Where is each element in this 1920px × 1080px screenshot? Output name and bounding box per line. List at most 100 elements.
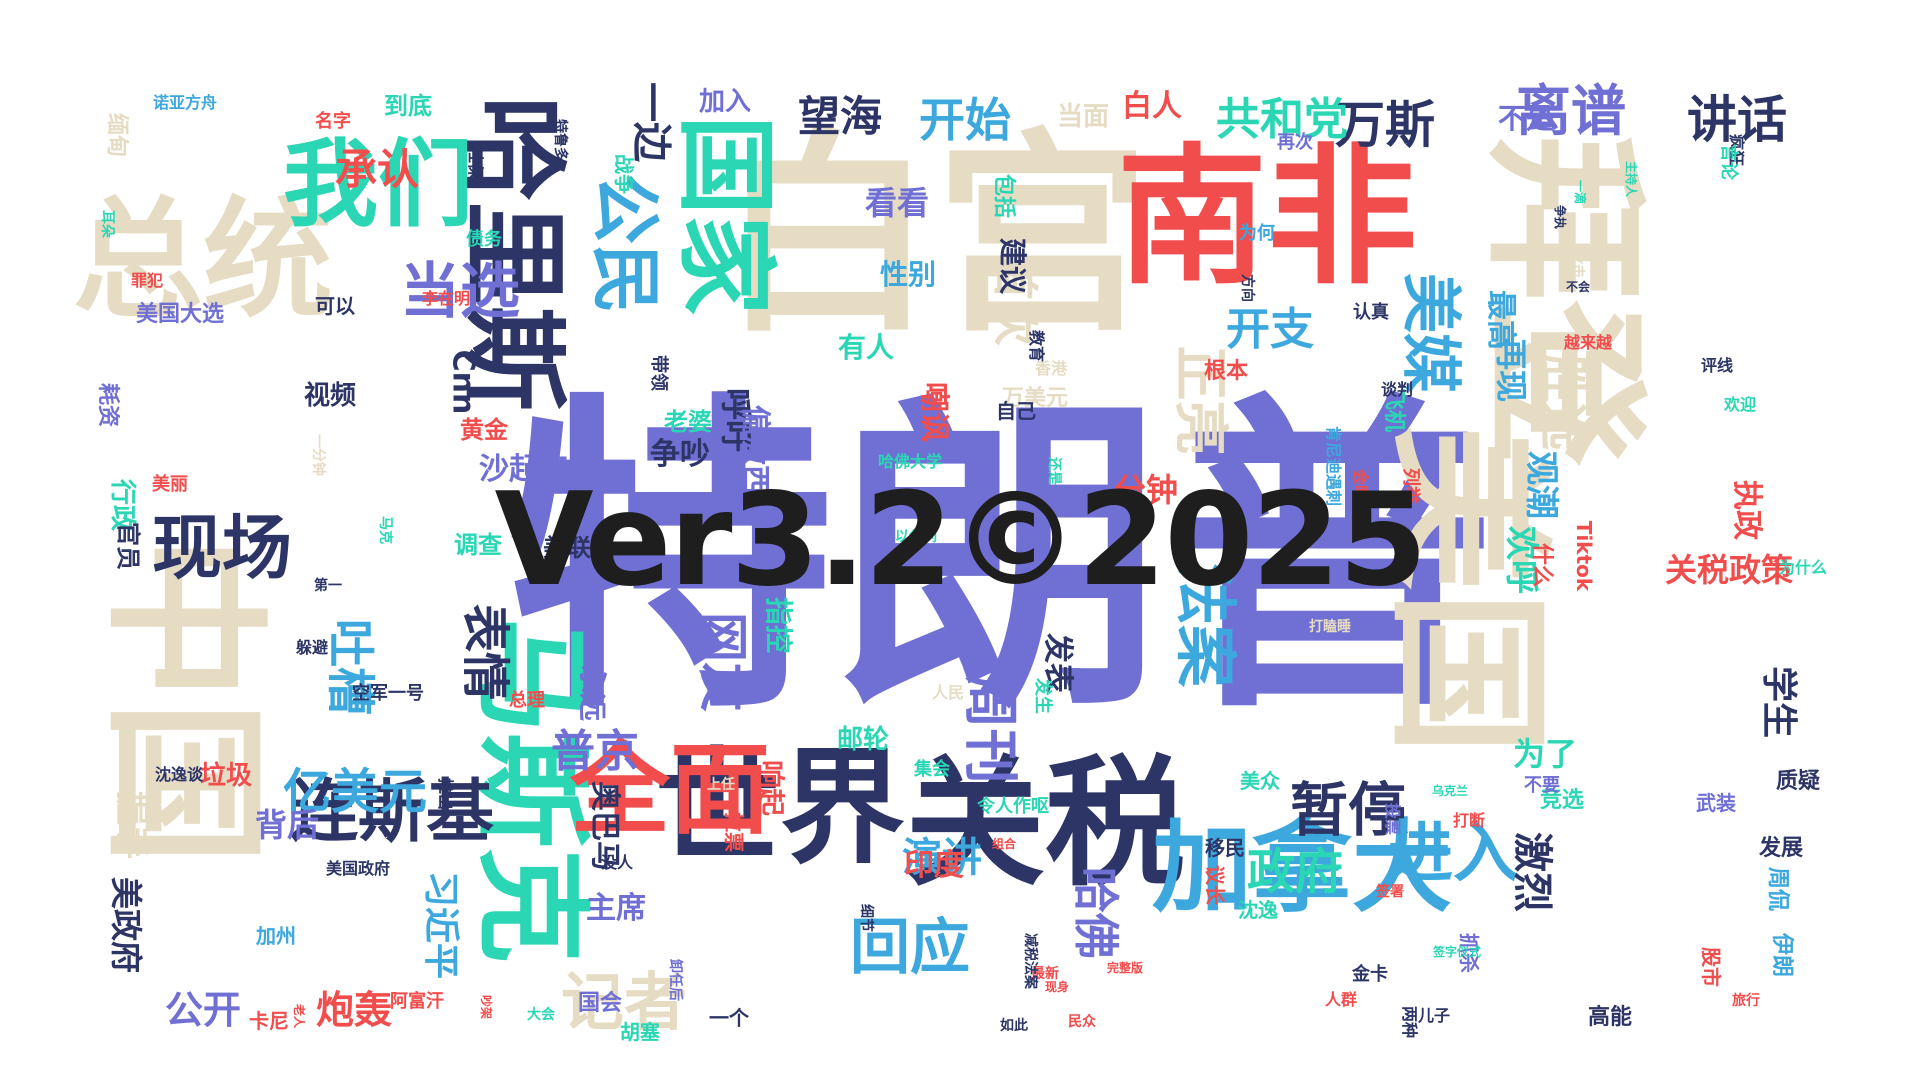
cloud-word: 白人 — [1122, 89, 1182, 124]
cloud-word: 发展 — [1759, 836, 1804, 861]
cloud-word: 加拿大 — [1152, 809, 1452, 926]
cloud-word: 美媒 — [1395, 273, 1465, 393]
cloud-word: 谈判 — [1381, 380, 1414, 399]
cloud-word: 缅甸 — [104, 112, 130, 158]
cloud-word: 记者 — [561, 965, 687, 1039]
cloud-word: 激烈 — [1509, 832, 1555, 912]
cloud-word: 胡塞 — [620, 1020, 660, 1044]
cloud-word: 旅行 — [1732, 993, 1760, 1009]
cloud-word: 沈逸谈 — [155, 765, 204, 784]
cloud-word: 认真 — [1353, 302, 1389, 323]
cloud-word: 演讲 — [902, 835, 982, 881]
cloud-word: 越来越 — [1564, 333, 1613, 352]
cloud-word: 自己 — [996, 399, 1036, 423]
cloud-word: 争执 — [1553, 204, 1568, 230]
cloud-word: 卡尼 — [249, 1009, 289, 1033]
cloud-word: 美众 — [1240, 769, 1280, 793]
cloud-word: 观潮 — [1521, 451, 1561, 519]
cloud-word: 完整版 — [1107, 961, 1144, 975]
cloud-word: 哈佛大学 — [878, 452, 943, 471]
cloud-word: 言论 — [1718, 144, 1739, 180]
cloud-word: 万斯 — [1335, 96, 1435, 154]
cloud-word: 南非 — [1117, 131, 1418, 305]
cloud-word: 美丽 — [152, 474, 188, 495]
cloud-word: 最高 — [1483, 290, 1518, 350]
cloud-word: 诺亚方舟 — [153, 93, 218, 112]
cloud-word: 邮轮 — [837, 725, 890, 755]
cloud-word: 质疑 — [1776, 769, 1821, 794]
cloud-word: 细节 — [858, 904, 874, 932]
cloud-word: 亿美元 — [283, 764, 428, 820]
cloud-word: 教育 — [1027, 329, 1047, 363]
cloud-word: 视频 — [304, 381, 357, 411]
cloud-word: 周侃 — [1765, 866, 1791, 912]
cloud-word: 上任 — [707, 777, 735, 793]
cloud-word: 万美元 — [1002, 386, 1069, 411]
cloud-word: 人民 — [932, 683, 965, 702]
cloud-word: 承认 — [335, 145, 420, 194]
cloud-word: 握手 — [111, 791, 151, 859]
cloud-word: 讲话 — [1687, 91, 1787, 149]
cloud-word: 周刊 — [958, 672, 1023, 784]
cloud-word: 胜选 — [1535, 353, 1592, 451]
cloud-word: 建议 — [996, 237, 1030, 295]
cloud-word: 马克 — [377, 516, 393, 544]
cloud-word: 主持人 — [1624, 160, 1639, 198]
cloud-word: 垃圾 — [200, 761, 253, 791]
cloud-word: 离谱 — [1516, 78, 1627, 143]
cloud-word: 打瞌睡 — [1309, 619, 1351, 635]
cloud-word: 总统 — [73, 184, 334, 336]
cloud-word: 嘲讽 — [916, 382, 951, 442]
cloud-word: 特鲁多 — [552, 119, 568, 161]
cloud-word: 武装 — [1696, 791, 1736, 815]
cloud-word: 组合 — [992, 837, 1017, 851]
cloud-word: 签字仪式 — [1433, 945, 1482, 959]
cloud-word: 现身 — [1045, 980, 1070, 994]
cloud-word: 高能 — [1588, 1005, 1633, 1030]
cloud-word: 为何 — [1239, 223, 1275, 244]
cloud-word: 公开 — [165, 988, 242, 1032]
cloud-word: 名字 — [315, 111, 351, 132]
cloud-word: 金卡 — [1352, 964, 1388, 985]
cloud-word: 肯尼迪遇刺 — [1324, 425, 1344, 507]
cloud-word: 加入 — [699, 87, 752, 117]
cloud-word: 世界 — [655, 735, 905, 881]
cloud-word: 为了 — [1513, 735, 1578, 773]
cloud-word: 两种 — [1400, 1005, 1420, 1039]
cloud-word: 网友 — [694, 612, 752, 712]
cloud-word: 主席 — [586, 891, 646, 926]
cloud-word: 执政 — [1729, 480, 1764, 540]
cloud-word: 最新 — [1031, 966, 1059, 982]
cloud-word: 开支 — [1226, 304, 1314, 355]
cloud-word: 我们 — [283, 129, 474, 240]
cloud-word: 老婆 — [664, 408, 712, 436]
cloud-word: 战争 — [612, 154, 636, 194]
cloud-word: 永远 — [576, 664, 610, 722]
cloud-word: 全面 — [570, 731, 770, 848]
cloud-word: 法案 — [1169, 562, 1243, 688]
cloud-word: 耗资 — [95, 382, 121, 428]
cloud-word: 指控 — [762, 596, 796, 654]
cloud-word: 现场 — [152, 507, 292, 589]
cloud-word: 官员 — [114, 522, 142, 570]
cloud-word: 议长 — [1203, 865, 1227, 905]
cloud-word: 偏激西 — [737, 405, 772, 495]
cloud-word: 移民 — [1205, 836, 1245, 860]
cloud-word: 推出 — [436, 777, 456, 811]
cloud-word: 连斯基 — [290, 773, 495, 852]
cloud-word: 为什么 — [1779, 558, 1828, 577]
cloud-word: 方向 — [1239, 274, 1255, 302]
cloud-word: 阿富汗 — [390, 991, 444, 1012]
cloud-word: 如此 — [1000, 1018, 1028, 1034]
cloud-word: 回应 — [850, 913, 970, 983]
cloud-word: 哈佛 — [1069, 867, 1123, 959]
cloud-word: 背后 — [255, 806, 320, 844]
cloud-word: 国家 — [667, 115, 784, 315]
cloud-word: 没人 — [601, 853, 634, 872]
cloud-word: 看看 — [865, 184, 930, 222]
cloud-word: 普京 — [551, 726, 639, 777]
cloud-word: 有人 — [838, 331, 895, 364]
cloud-word: 列举 — [1400, 468, 1421, 504]
cloud-word: 拉票 — [722, 812, 746, 852]
cloud-word: 股市 — [1699, 947, 1723, 987]
